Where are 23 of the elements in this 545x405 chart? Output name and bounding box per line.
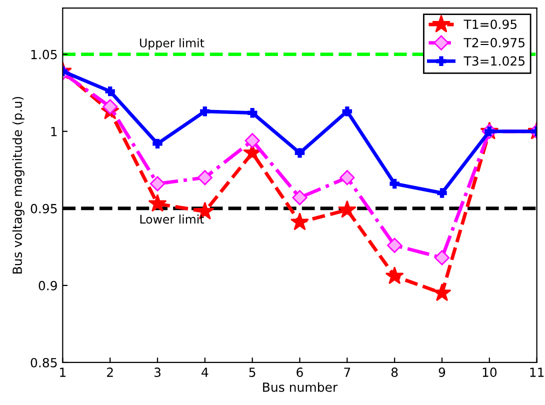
x-tick-label: 5 <box>249 368 256 378</box>
x-tick-label: 9 <box>438 368 446 378</box>
x-tick-label: 6 <box>296 368 303 378</box>
x-tick-label: 8 <box>391 368 398 378</box>
ref-line-label: Lower limit <box>140 214 204 224</box>
x-tick-label: 11 <box>530 368 544 377</box>
legend-label: T3=1.025 <box>464 56 524 66</box>
x-tick-label: 2 <box>107 368 113 377</box>
y-tick-label: 0.95 <box>30 204 57 214</box>
y-axis-title: Bus voltage magnitude (p.u) <box>12 96 24 274</box>
x-tick-label: 3 <box>154 368 160 378</box>
y-tick-label: 1.05 <box>31 50 57 60</box>
x-tick-label: 4 <box>202 368 208 377</box>
legend-label: T2=0.975 <box>464 38 524 48</box>
x-tick-label: 7 <box>344 368 350 377</box>
legend-label: T1=0.95 <box>464 20 517 30</box>
y-tick-label: 0.85 <box>30 358 57 368</box>
y-tick-label: 0.9 <box>38 280 57 290</box>
x-tick-label: 10 <box>482 368 497 378</box>
x-axis-title: Bus number <box>263 382 338 392</box>
x-tick-label: 1 <box>60 368 66 377</box>
ref-line-label: Upper limit <box>140 38 204 50</box>
y-tick-label: 1 <box>51 126 57 136</box>
